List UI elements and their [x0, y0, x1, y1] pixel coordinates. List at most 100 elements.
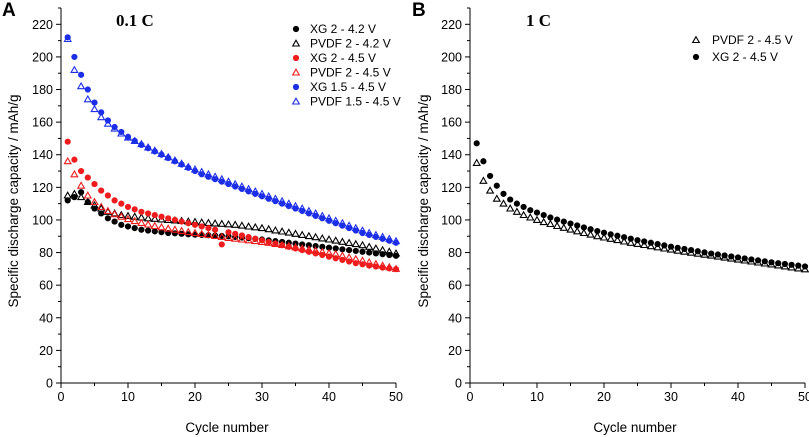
data-point [492, 194, 502, 202]
y-tick-label: 120 [441, 181, 462, 195]
data-point [224, 233, 233, 241]
data-point [366, 262, 373, 269]
data-point [311, 246, 320, 254]
data-point [318, 247, 327, 255]
data-point [158, 213, 165, 220]
legend: PVDF 2 - 4.5 V XG 2 - 4.5 V [691, 33, 793, 64]
data-point [244, 235, 253, 244]
data-point [284, 241, 294, 250]
data-point [526, 213, 535, 221]
data-point [63, 191, 72, 199]
data-point [385, 247, 394, 255]
data-point [734, 254, 742, 261]
data-point [70, 189, 79, 197]
data-point [130, 136, 139, 144]
data-point [110, 124, 119, 132]
data-point [171, 216, 178, 224]
data-point [264, 191, 273, 200]
data-point [237, 235, 247, 243]
y-tick-label: 160 [32, 116, 53, 130]
x-tick-label: 20 [188, 390, 202, 404]
data-point [324, 248, 334, 257]
data-point [371, 230, 381, 238]
data-point [90, 104, 99, 113]
data-point [312, 242, 319, 250]
data-point [123, 214, 133, 223]
y-tick-label: 140 [441, 148, 462, 162]
data-point [197, 167, 206, 175]
data-point [580, 224, 588, 231]
y-tick-label: 0 [46, 377, 53, 391]
data-point [297, 204, 307, 212]
data-point [271, 194, 280, 202]
data-point [271, 239, 280, 247]
legend-marker [292, 54, 300, 62]
data-point [579, 228, 589, 237]
x-tick-label: 40 [322, 390, 336, 404]
data-point [96, 202, 106, 210]
data-point [277, 196, 287, 205]
x-tick-label: 30 [664, 390, 678, 404]
data-point [237, 182, 247, 190]
data-point [297, 230, 307, 238]
data-point [264, 224, 273, 233]
y-tick-label: 220 [441, 18, 462, 32]
x-tick-label: 30 [255, 390, 269, 404]
data-point [70, 65, 79, 73]
data-point [124, 203, 132, 211]
y-tick-label: 100 [32, 213, 53, 227]
legend-label: PVDF 2 - 4.2 V [310, 37, 391, 51]
data-point [130, 212, 139, 220]
data-point [681, 245, 688, 253]
data-point [118, 200, 125, 207]
data-point [781, 260, 789, 268]
data-point [257, 189, 267, 197]
data-point [311, 232, 320, 241]
data-point [472, 158, 481, 166]
data-point [386, 251, 393, 259]
data-point [184, 162, 193, 170]
data-point [554, 216, 561, 223]
data-point [728, 253, 735, 260]
data-point [170, 225, 180, 233]
data-point [505, 204, 515, 212]
data-point [78, 71, 85, 78]
data-point [145, 210, 152, 217]
data-point [171, 230, 178, 237]
data-point [91, 180, 98, 188]
data-point [111, 197, 118, 204]
data-point [480, 158, 487, 165]
legend-marker [291, 68, 301, 76]
data-point [378, 261, 387, 269]
data-point [613, 235, 622, 244]
y-tick-label: 120 [32, 181, 53, 195]
data-point [619, 237, 629, 245]
data-point [205, 225, 212, 232]
data-point [701, 249, 708, 256]
data-point [70, 169, 79, 178]
data-point [359, 261, 366, 268]
y-tick-label: 20 [448, 344, 462, 358]
data-point [150, 214, 160, 222]
x-tick-label: 40 [731, 390, 745, 404]
data-point [177, 226, 186, 234]
data-point [614, 232, 621, 239]
x-tick-label: 0 [467, 390, 474, 404]
chart-title: 0.1 C [116, 11, 154, 30]
data-point [539, 217, 548, 226]
data-point [566, 225, 575, 233]
data-point [358, 226, 367, 234]
legend-item: PVDF 2 - 4.5 V [691, 33, 793, 47]
data-point [586, 230, 595, 238]
data-point [118, 221, 125, 228]
data-point [647, 239, 655, 246]
data-point [217, 232, 227, 240]
data-point [71, 53, 78, 61]
data-point [210, 172, 220, 180]
data-point [761, 258, 768, 265]
data-point [346, 247, 353, 254]
data-point [143, 142, 153, 151]
y-tick-label: 200 [441, 50, 462, 64]
series [473, 140, 809, 270]
legend-label: PVDF 1.5 - 4.5 V [310, 95, 401, 109]
